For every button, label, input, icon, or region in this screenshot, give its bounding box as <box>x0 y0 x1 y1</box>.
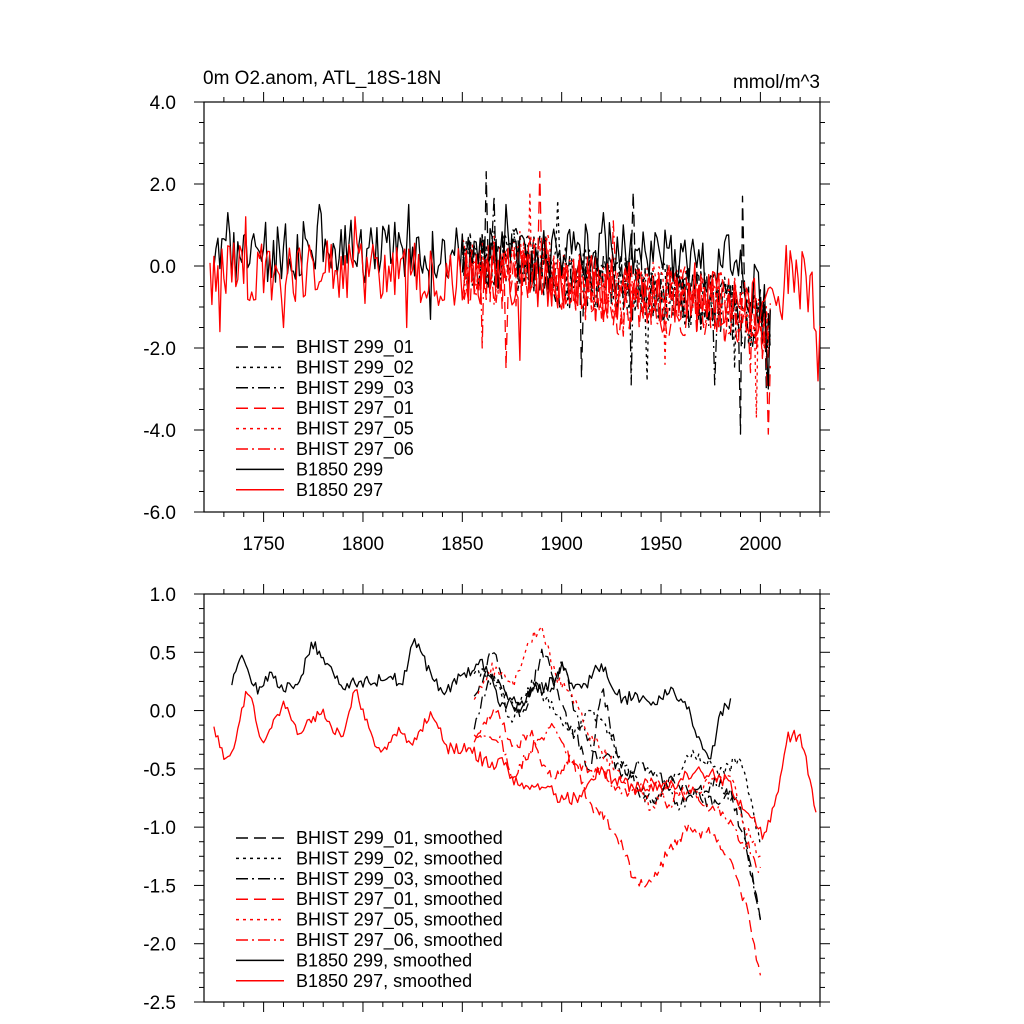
series-line-7 <box>209 216 820 382</box>
legend-label: BHIST 297_06 <box>296 439 414 460</box>
legend-label: BHIST 299_02, smoothed <box>296 848 503 869</box>
top-panel: 0m O2.anom, ATL_18S-18N mmol/m^3 1750 180… <box>143 68 830 555</box>
y-tick-label: -6.0 <box>143 503 176 524</box>
series-line-4 <box>473 625 761 858</box>
y-tick-label: -1.0 <box>143 818 176 839</box>
y-tick-label: -2.5 <box>143 993 176 1014</box>
series-line-2 <box>473 658 762 921</box>
series-line-5 <box>473 722 762 873</box>
legend-label: BHIST 299_02 <box>296 357 414 378</box>
legend-label: BHIST 299_03, smoothed <box>296 869 503 890</box>
y-tick-label: 0.5 <box>150 643 176 664</box>
legend-label: BHIST 299_01, smoothed <box>296 828 503 849</box>
x-tick-label: 2000 <box>739 534 781 555</box>
series-line-6 <box>231 638 732 760</box>
top-panel-units: mmol/m^3 <box>733 72 820 93</box>
series-line-7 <box>213 689 817 840</box>
series-group <box>213 625 817 976</box>
y-tick-label: -0.5 <box>143 760 176 781</box>
top-panel-title: 0m O2.anom, ATL_18S-18N <box>203 68 441 89</box>
legend-label: B1850 299 <box>296 459 383 479</box>
y-tick-label: -4.0 <box>143 421 176 442</box>
y-tick-label: 0.0 <box>150 257 176 278</box>
series-group <box>209 171 820 435</box>
x-tick-label: 1950 <box>640 534 682 555</box>
legend-label: BHIST 299_03 <box>296 378 414 399</box>
legend-label: BHIST 299_01 <box>296 337 414 358</box>
x-tick-label: 1750 <box>242 534 284 555</box>
bottom-panel: 1.0 0.5 0.0 -0.5 -1.0 -1.5 -2.0 -2.5 BHIST 299_0… <box>143 584 830 1014</box>
y-tick-label: 2.0 <box>150 175 176 196</box>
legend-label: BHIST 297_01 <box>296 398 414 419</box>
x-tick-label: 1850 <box>441 534 483 555</box>
y-tick-label: 0.0 <box>150 702 176 723</box>
x-tick-label: 1900 <box>541 534 583 555</box>
y-tick-label: -2.0 <box>143 339 176 360</box>
legend-label: BHIST 297_05, smoothed <box>296 910 503 931</box>
y-tick-label: 4.0 <box>150 93 176 114</box>
legend-label: B1850 299, smoothed <box>296 950 472 970</box>
series-line-5 <box>461 220 771 374</box>
series-line-3 <box>461 171 771 435</box>
legend-label: BHIST 297_05 <box>296 419 414 440</box>
y-tick-label: -2.0 <box>143 935 176 956</box>
y-tick-label: -1.5 <box>143 876 176 897</box>
legend-label: BHIST 297_06, smoothed <box>296 930 503 951</box>
x-tick-label: 1800 <box>342 534 384 555</box>
y-tick-label: 1.0 <box>150 585 176 606</box>
series-line-0 <box>473 648 762 920</box>
legend-label: B1850 297, smoothed <box>296 971 472 991</box>
legend-label: BHIST 297_01, smoothed <box>296 889 503 910</box>
legend-label: B1850 297 <box>296 480 383 500</box>
series-line-3 <box>473 707 762 976</box>
